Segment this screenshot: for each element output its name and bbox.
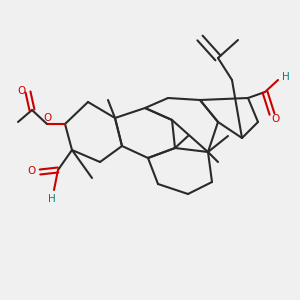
Text: O: O: [272, 114, 280, 124]
Text: O: O: [17, 86, 25, 96]
Text: H: H: [282, 72, 290, 82]
Text: O: O: [44, 113, 52, 123]
Text: H: H: [48, 194, 56, 204]
Text: O: O: [28, 166, 36, 176]
